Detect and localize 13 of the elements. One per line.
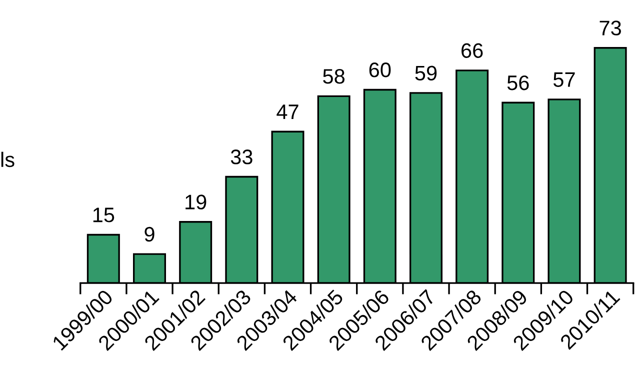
data-label: 66: [462, 43, 483, 58]
data-label: 58: [323, 68, 345, 84]
text: ls: [1, 152, 14, 168]
data-label: 59: [415, 66, 437, 81]
data-label: 56: [507, 75, 529, 90]
data-label: 57: [553, 72, 575, 87]
data-label: 33: [230, 150, 252, 164]
data-label: 19: [186, 194, 206, 210]
data-label: 60: [369, 62, 391, 78]
data-label: 47: [276, 104, 298, 119]
data-label: 15: [93, 208, 114, 222]
data-label: 9: [144, 226, 154, 242]
data-label: 73: [600, 20, 621, 36]
